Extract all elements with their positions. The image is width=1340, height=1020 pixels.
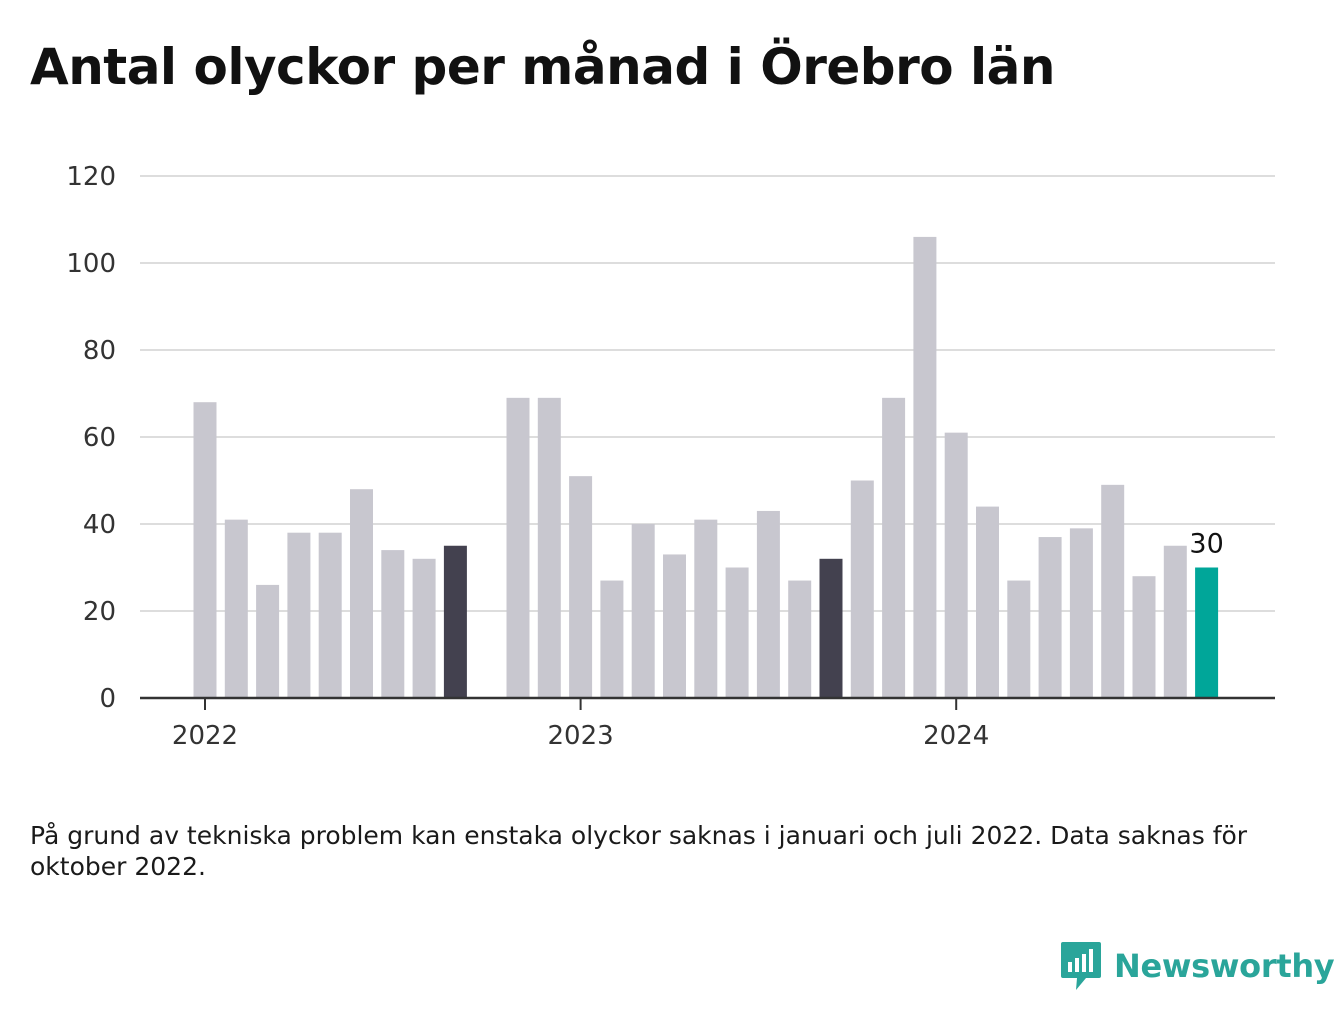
bar-2024-05 [1069,528,1093,698]
y-tick-label: 100 [66,249,116,279]
data-label: 30 [1189,529,1223,560]
bar-2023-07 [756,510,780,698]
bar-2022-11 [506,397,530,698]
bar-2022-01 [193,402,217,698]
bar-2024-01 [944,432,968,698]
bar-2022-06 [350,489,373,698]
y-tick-label: 0 [99,684,116,714]
bar-2023-10 [850,480,874,698]
bar-chart: 0 20 40 60 80 100 120 2022 2023 2024 30 [66,162,1275,751]
x-tick-label: 2022 [172,721,238,751]
bar-2023-12 [913,236,937,698]
bar-2022-05 [318,532,342,698]
bar-2022-08 [412,558,436,698]
chart-title: Antal olyckor per månad i Örebro län [30,38,1055,96]
bar-2023-06 [725,567,749,698]
y-tick-label: 20 [83,597,116,627]
brand-logo[interactable]: Newsworthy [1060,940,1335,992]
bar-2022-07 [381,550,405,698]
bars [193,236,1219,698]
x-tick-label: 2024 [923,721,989,751]
bar-2022-03 [256,584,280,698]
bar-2023-01 [569,476,593,698]
bar-2023-05 [694,519,718,698]
bar-2024-08 [1163,545,1187,698]
x-axis-ticks: 2022 2023 2024 [172,698,989,751]
y-tick-label: 80 [83,336,116,366]
y-axis-ticks: 0 20 40 60 80 100 120 [66,162,116,714]
bar-2022-04 [287,532,311,698]
y-tick-label: 40 [83,510,116,540]
x-tick-label: 2023 [548,721,614,751]
data-labels: 30 [1189,529,1223,560]
y-tick-label: 120 [66,162,116,192]
bar-2022-09 [443,545,467,698]
newsworthy-logo-icon [1061,942,1101,990]
bar-2024-06 [1101,484,1125,698]
bar-2024-07 [1132,576,1156,698]
bar-2024-02 [976,506,999,698]
bar-2023-04 [663,554,686,698]
bar-2022-12 [537,397,561,698]
bar-2023-02 [600,580,624,698]
bar-2022-02 [224,519,248,698]
bar-2023-09 [819,558,843,698]
bar-2023-03 [631,524,655,698]
brand-name: Newsworthy [1114,947,1335,985]
bar-2024-03 [1007,580,1031,698]
bar-2023-08 [788,580,812,698]
bar-2024-04 [1038,537,1062,698]
footnote: På grund av tekniska problem kan enstaka… [30,821,1248,881]
bar-2023-11 [882,397,906,698]
y-tick-label: 60 [83,423,116,453]
bar-2024-09 [1195,567,1219,698]
